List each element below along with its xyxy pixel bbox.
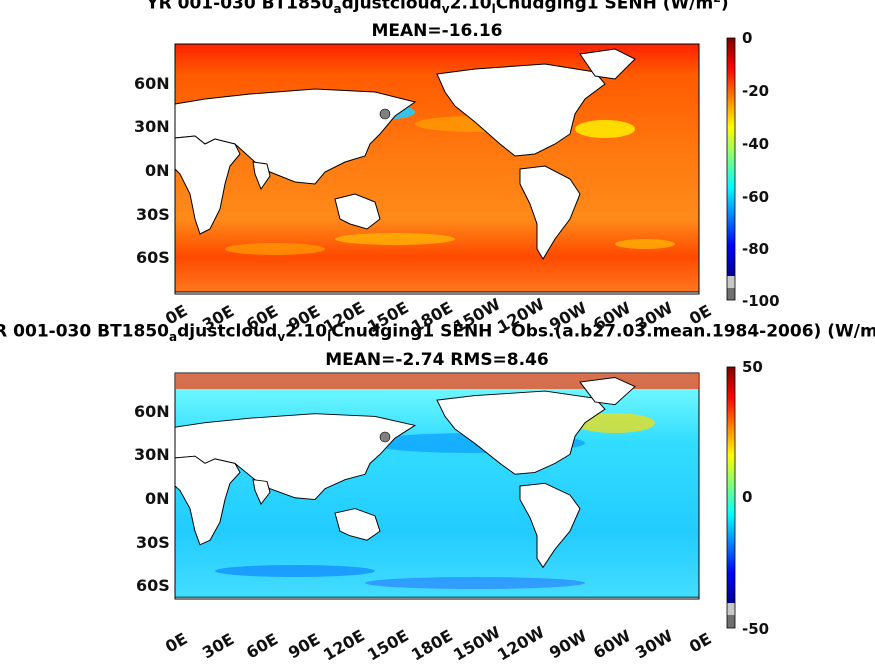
colorbar-1 [726, 37, 736, 301]
panel1-ytick: 30N [134, 117, 170, 136]
colorbar-2 [726, 366, 736, 629]
colorbar2-tick: 50 [742, 358, 763, 376]
panel2-ytick: 0N [145, 489, 170, 508]
colorbar1-tick: -100 [742, 292, 780, 310]
colorbar2-tick: -50 [742, 620, 770, 638]
colorbar2-tick: 0 [742, 488, 753, 506]
panel1-subtitle: MEAN=-16.16 [371, 21, 503, 41]
panel1-ytick: 30S [136, 205, 170, 224]
panel2-ytick: 60S [136, 576, 170, 595]
colorbar1-tick: -80 [742, 240, 770, 258]
colorbar1-tick: 0 [742, 29, 753, 47]
panel1-ytick: 0N [145, 161, 170, 180]
panel2-ytick: 30N [134, 445, 170, 464]
panel2-map [174, 372, 700, 600]
colorbar1-tick: -20 [742, 82, 770, 100]
colorbar1-tick: -40 [742, 135, 770, 153]
panel2-ytick: 60N [134, 402, 170, 421]
panel2-title: YR 001-030 BT1850adjustcloudv2.10lCnudgi… [0, 321, 875, 345]
colorbar1-tick: -60 [742, 188, 770, 206]
panel1-map [174, 43, 700, 295]
panel2-subtitle: MEAN=-2.74 RMS=8.46 [325, 350, 549, 370]
panel2-ytick: 30S [136, 533, 170, 552]
panel1-title: YR 001-030 BT1850adjustcloudv2.10lCnudgi… [146, 0, 729, 17]
panel1-ytick: 60N [134, 74, 170, 93]
panel1-ytick: 60S [136, 248, 170, 267]
